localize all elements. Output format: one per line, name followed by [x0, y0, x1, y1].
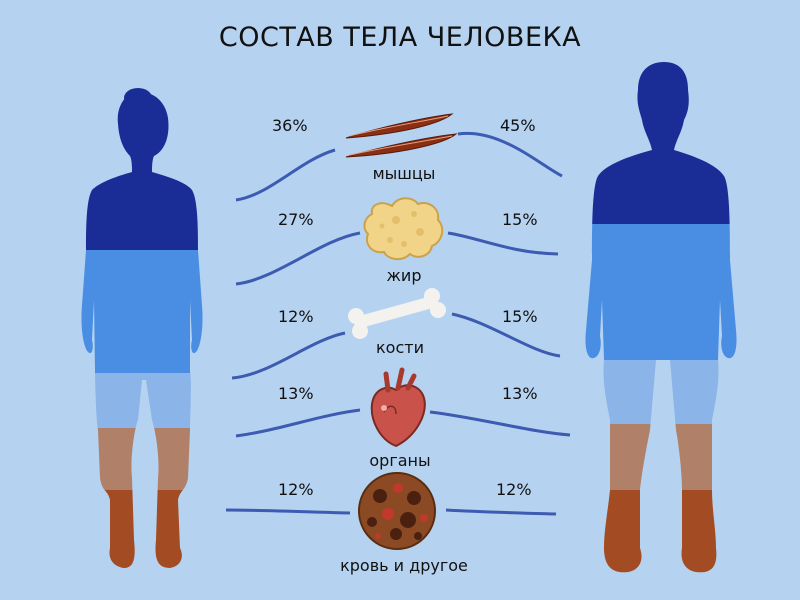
female-fat-pct: 27%: [278, 210, 314, 229]
label-blood: кровь и другое: [340, 556, 468, 575]
heart-icon: [370, 367, 426, 448]
male-silhouette: [585, 62, 737, 573]
connector-blood-right: [445, 508, 557, 516]
label-muscle: мышцы: [372, 164, 436, 183]
bone-icon: [348, 288, 446, 339]
connector-bone-right: [451, 312, 561, 358]
male-bone-pct: 15%: [502, 307, 538, 326]
male-muscle-pct: 45%: [500, 116, 536, 135]
label-organs: органы: [369, 451, 431, 470]
connector-muscle-right: [457, 131, 563, 178]
hair-bun: [124, 88, 152, 108]
connector-muscle-left: [235, 148, 336, 202]
muscle-icon: [345, 113, 458, 158]
fat-icon: [363, 197, 444, 260]
connector-blood-left: [225, 508, 351, 515]
female-muscle-pct: 36%: [272, 116, 308, 135]
male-blood-pct: 12%: [496, 480, 532, 499]
connector-fat-right: [447, 231, 559, 256]
connector-bone-left: [231, 331, 346, 380]
connector-organs-left: [235, 408, 361, 438]
blood-cells-icon: [358, 472, 436, 550]
male-connectors: [429, 131, 571, 516]
female-bone-pct: 12%: [278, 307, 314, 326]
label-fat: жир: [386, 266, 422, 285]
female-organs-pct: 13%: [278, 384, 314, 403]
female-silhouette: [81, 92, 203, 568]
female-blood-pct: 12%: [278, 480, 314, 499]
male-fat-pct: 15%: [502, 210, 538, 229]
label-bone: кости: [376, 338, 424, 357]
connector-fat-left: [235, 231, 361, 286]
male-organs-pct: 13%: [502, 384, 538, 403]
female-connectors: [225, 148, 361, 515]
connector-organs-right: [429, 410, 571, 437]
infographic-title: СОСТАВ ТЕЛА ЧЕЛОВЕКА: [218, 22, 582, 53]
